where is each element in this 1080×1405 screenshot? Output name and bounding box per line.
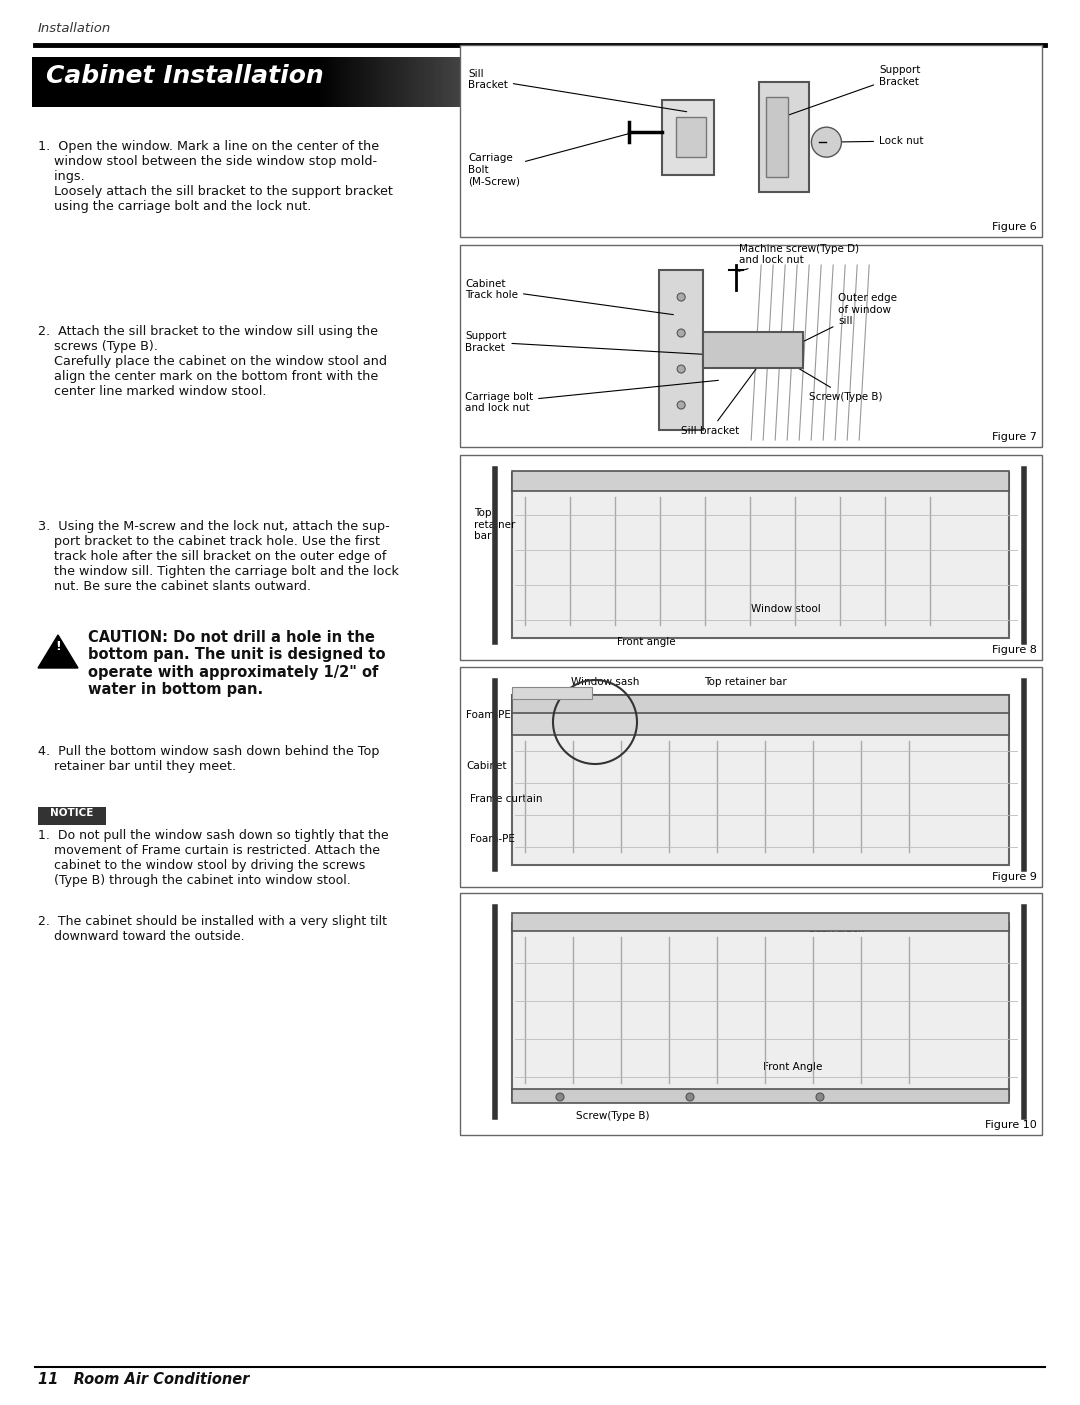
Text: Machine screw(Type D)
and lock nut: Machine screw(Type D) and lock nut [739, 243, 860, 271]
Text: 11   Room Air Conditioner: 11 Room Air Conditioner [38, 1373, 249, 1387]
Text: Support
Bracket: Support Bracket [785, 65, 920, 117]
Text: 1.  Do not pull the window sash down so tightly that the
    movement of Frame c: 1. Do not pull the window sash down so t… [38, 829, 389, 887]
Text: Cabinet Installation: Cabinet Installation [46, 65, 324, 89]
Bar [512, 712, 1009, 735]
Circle shape [677, 329, 685, 337]
Bar [512, 687, 592, 700]
Text: Sill
Bracket: Sill Bracket [468, 69, 687, 112]
Text: Foam-PE: Foam-PE [465, 711, 511, 721]
Text: Front Angle: Front Angle [762, 1062, 822, 1072]
Bar [460, 667, 1042, 887]
Text: Figure 9: Figure 9 [993, 873, 1037, 882]
Circle shape [677, 400, 685, 409]
Circle shape [556, 1093, 564, 1102]
Text: Installation: Installation [38, 22, 111, 35]
Bar [512, 1089, 1009, 1103]
Text: Top
retainer
bar: Top retainer bar [474, 509, 515, 541]
Text: Front angle: Front angle [617, 636, 676, 646]
Circle shape [816, 1093, 824, 1102]
Bar [512, 695, 1009, 865]
Text: Figure 7: Figure 7 [993, 431, 1037, 443]
Bar [38, 806, 106, 825]
Text: Top retainer bar: Top retainer bar [704, 677, 787, 687]
Bar [662, 100, 715, 176]
Text: Support
Bracket: Support Bracket [465, 332, 714, 355]
Bar [460, 244, 1042, 447]
Text: 1.  Open the window. Mark a line on the center of the
    window stool between t: 1. Open the window. Mark a line on the c… [38, 140, 393, 214]
Text: Lock nut: Lock nut [829, 136, 923, 146]
Text: 4.  Pull the bottom window sash down behind the Top
    retainer bar until they : 4. Pull the bottom window sash down behi… [38, 745, 379, 773]
Text: Sash track: Sash track [809, 924, 864, 934]
Bar [512, 473, 1009, 638]
Text: Sill bracket: Sill bracket [681, 364, 759, 436]
Circle shape [677, 365, 685, 374]
Text: Figure 10: Figure 10 [985, 1120, 1037, 1130]
Circle shape [677, 294, 685, 301]
Bar [512, 923, 1009, 1100]
Text: CAUTION: Do not drill a hole in the
bottom pan. The unit is designed to
operate : CAUTION: Do not drill a hole in the bott… [87, 629, 386, 697]
Bar [659, 270, 703, 430]
Bar [676, 117, 706, 157]
Text: Window sash: Window sash [570, 677, 639, 687]
Polygon shape [38, 635, 78, 667]
Text: Frame curtain: Frame curtain [470, 794, 542, 804]
Circle shape [811, 128, 841, 157]
Text: NOTICE: NOTICE [51, 808, 94, 818]
Text: Cabinet: Cabinet [465, 762, 507, 771]
Bar [460, 45, 1042, 237]
Text: Screw(Type B): Screw(Type B) [577, 1110, 650, 1121]
Text: 2.  Attach the sill bracket to the window sill using the
    screws (Type B).
  : 2. Attach the sill bracket to the window… [38, 325, 387, 398]
Text: Carriage
Bolt
(M-Screw): Carriage Bolt (M-Screw) [468, 133, 632, 187]
Circle shape [686, 1093, 694, 1102]
Text: Figure 6: Figure 6 [993, 222, 1037, 232]
Text: Foam-PE: Foam-PE [470, 833, 515, 843]
Bar [460, 894, 1042, 1135]
Text: Outer edge
of window
sill: Outer edge of window sill [798, 294, 897, 344]
Bar [767, 97, 788, 177]
Text: Figure 8: Figure 8 [993, 645, 1037, 655]
Text: Cabinet
Track hole: Cabinet Track hole [465, 278, 674, 315]
Bar [512, 913, 1009, 932]
Text: 2.  The cabinet should be installed with a very slight tilt
    downward toward : 2. The cabinet should be installed with … [38, 915, 387, 943]
Text: !: ! [55, 641, 60, 653]
Bar [460, 455, 1042, 660]
Text: Carriage bolt
and lock nut: Carriage bolt and lock nut [465, 381, 718, 413]
Bar [512, 695, 1009, 715]
Text: Screw(Type B): Screw(Type B) [779, 357, 882, 402]
Bar [512, 471, 1009, 490]
Bar [759, 81, 809, 192]
Text: 3.  Using the M-screw and the lock nut, attach the sup-
    port bracket to the : 3. Using the M-screw and the lock nut, a… [38, 520, 399, 593]
Bar [703, 332, 804, 368]
Text: Window stool: Window stool [751, 604, 821, 614]
